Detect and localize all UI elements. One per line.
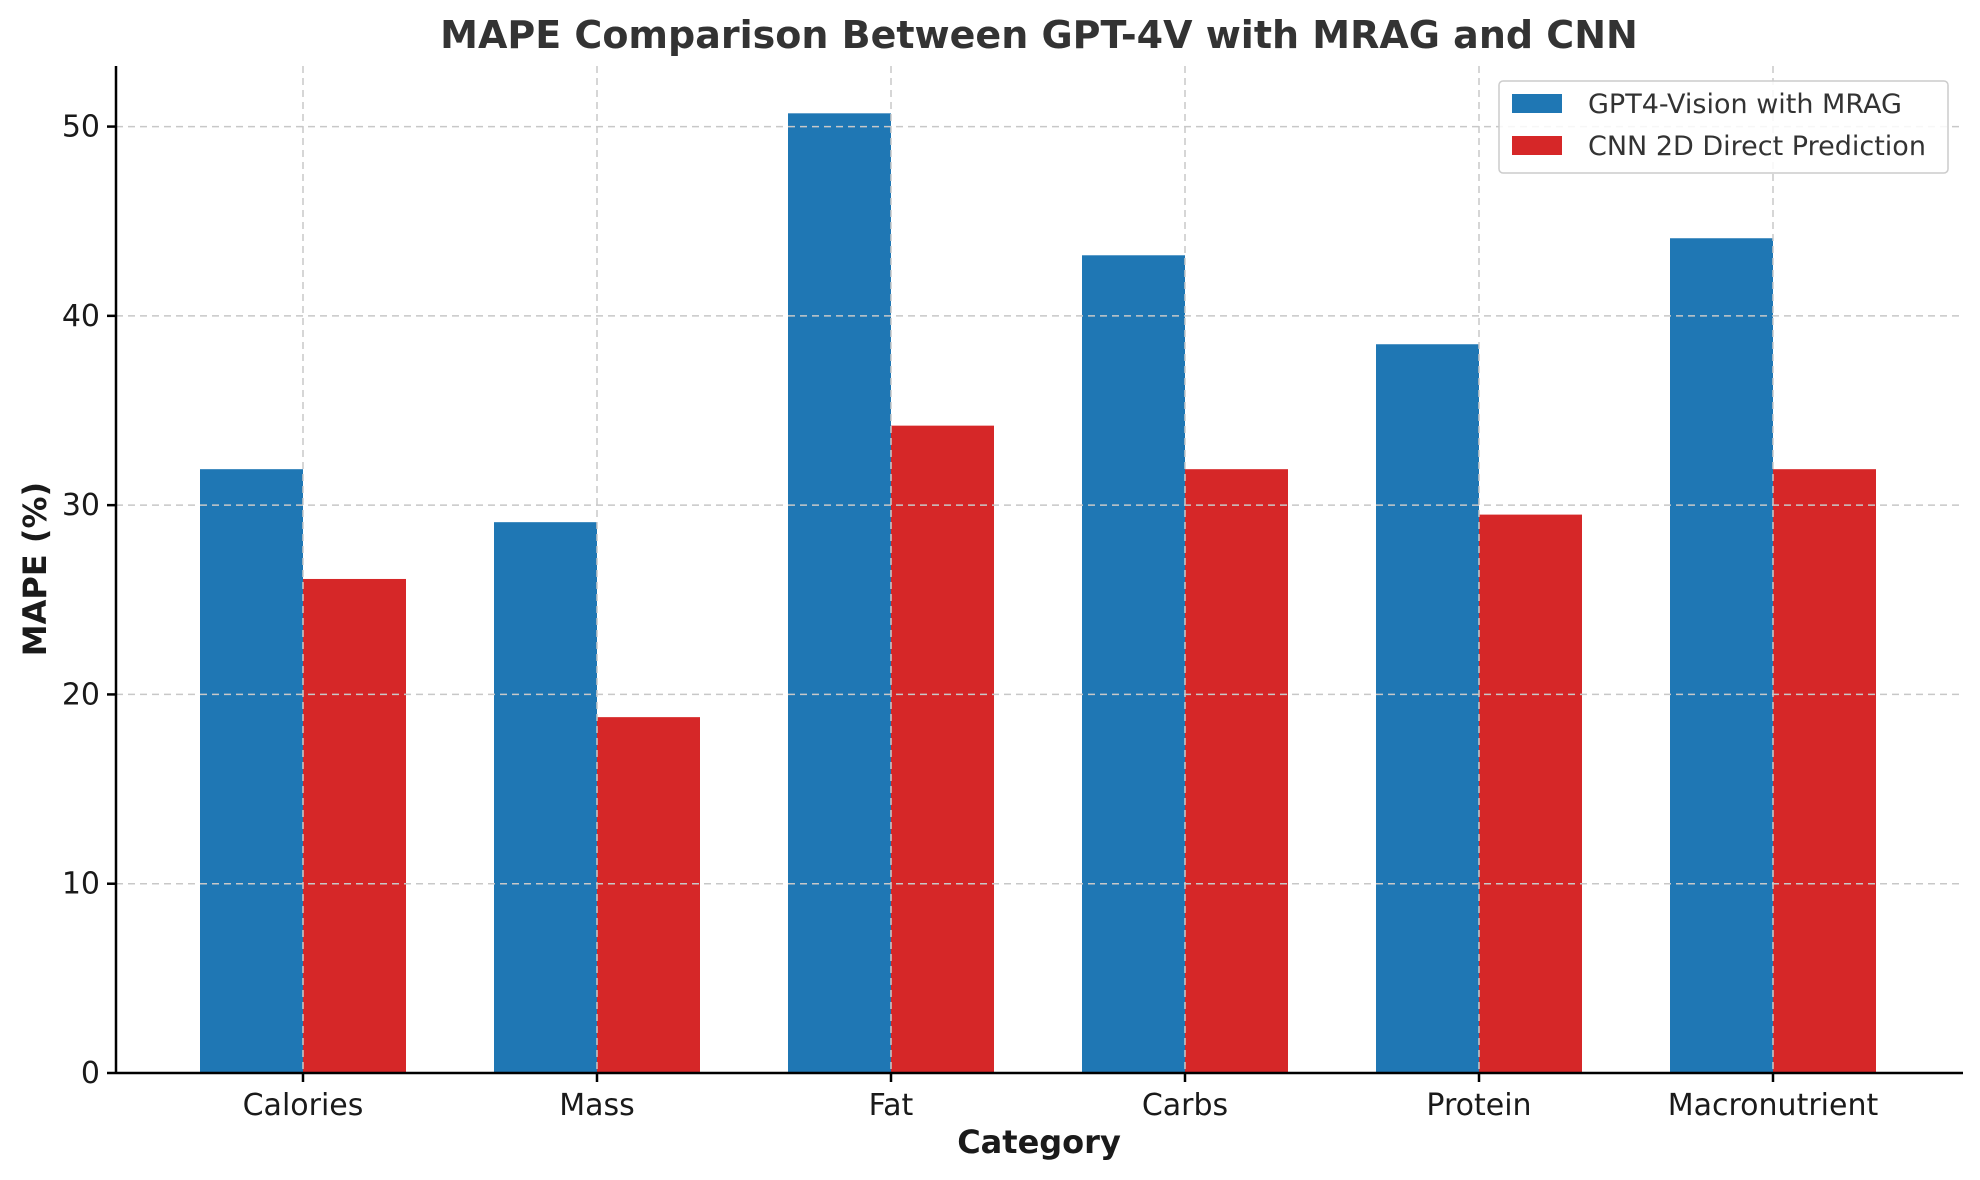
bar-cnn	[1773, 469, 1876, 1073]
bar-gpt4v	[788, 113, 891, 1074]
y-axis-title: MAPE (%)	[16, 482, 54, 656]
ticks-layer: 0 10 20 30 40 50 Calories Mass Fat Carbs Protein Ma…	[62, 110, 1879, 1123]
axes-layer	[114, 66, 1963, 1075]
x-axis-title: Category	[957, 1123, 1121, 1161]
bar-cnn	[1185, 469, 1288, 1073]
legend-frame	[1498, 80, 1949, 174]
legend-label-gpt4v: GPT4-Vision with MRAG	[1588, 89, 1902, 120]
legend: GPT4-Vision with MRAG CNN 2D Direct Pred…	[1498, 80, 1949, 174]
y-tick-label: 0	[81, 1056, 100, 1091]
chart-title: MAPE Comparison Between GPT-4V with MRAG…	[440, 13, 1638, 57]
bar-cnn	[891, 425, 994, 1074]
bars-layer	[200, 113, 1876, 1074]
x-tick-label: Mass	[559, 1088, 635, 1123]
y-tick-label: 10	[62, 867, 100, 902]
y-tick-label: 50	[62, 110, 100, 145]
legend-label-cnn: CNN 2D Direct Prediction	[1588, 131, 1926, 162]
legend-swatch-gpt4v	[1512, 94, 1562, 113]
legend-swatch-cnn	[1512, 136, 1562, 155]
bar-gpt4v	[1670, 238, 1773, 1073]
x-tick-label: Protein	[1426, 1088, 1531, 1123]
bar-cnn	[1479, 514, 1582, 1073]
y-tick-label: 40	[62, 299, 100, 334]
x-tick-label: Fat	[869, 1088, 914, 1123]
y-tick-label: 20	[62, 677, 100, 712]
x-tick-label: Carbs	[1142, 1088, 1228, 1123]
bar-gpt4v	[200, 469, 303, 1073]
bar-gpt4v	[1376, 344, 1479, 1073]
bar-cnn	[597, 717, 700, 1073]
x-tick-label: Calories	[243, 1088, 364, 1123]
y-tick-label: 30	[62, 488, 100, 523]
bar-cnn	[303, 578, 406, 1073]
bar-gpt4v	[494, 522, 597, 1073]
x-tick-label: Macronutrient	[1668, 1088, 1879, 1123]
bar-gpt4v	[1082, 255, 1185, 1074]
